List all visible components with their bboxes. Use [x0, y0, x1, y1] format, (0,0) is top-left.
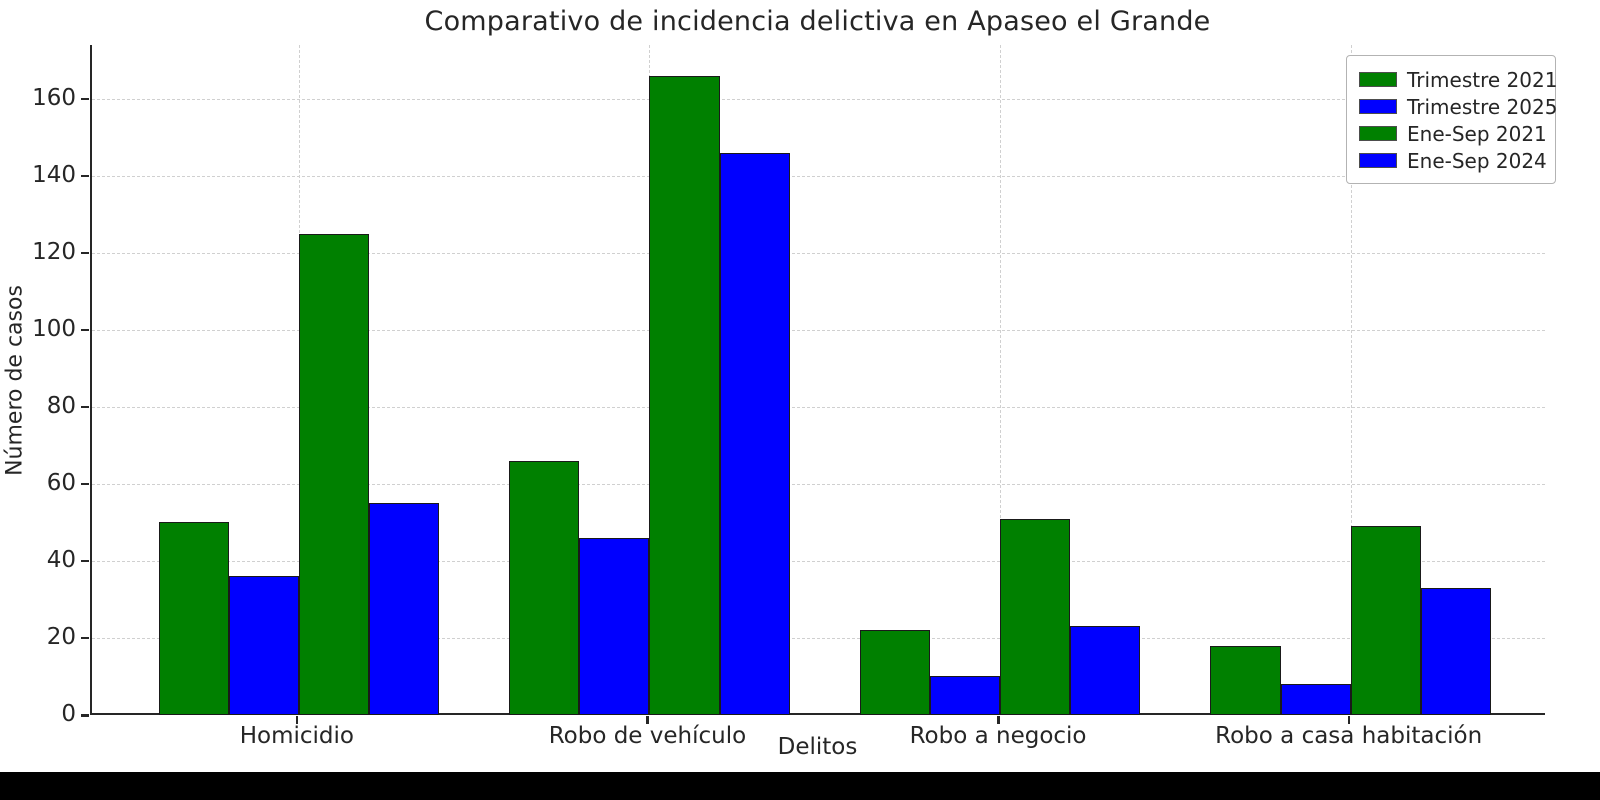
- bar-trimestre-2021-3: [1210, 645, 1281, 715]
- y-tick-label: 120: [32, 238, 76, 265]
- bar-ene-sep-2021-2: [1000, 518, 1071, 715]
- bar-ene-sep-2024-0: [368, 503, 440, 715]
- bar-ene-sep-2024-2: [1070, 626, 1141, 715]
- y-tick-mark: [81, 559, 89, 563]
- y-tick-mark: [81, 482, 89, 486]
- bar-ene-sep-2024-3: [1420, 587, 1491, 715]
- legend-label: Ene-Sep 2021: [1407, 121, 1547, 146]
- legend-label: Ene-Sep 2024: [1407, 148, 1547, 173]
- y-tick-label: 40: [46, 546, 76, 573]
- x-tick-mark: [295, 716, 299, 724]
- y-tick-label: 0: [61, 701, 76, 727]
- bar-trimestre-2025-3: [1280, 684, 1351, 715]
- y-tick-mark: [81, 251, 89, 255]
- legend-label: Trimestre 2021: [1407, 67, 1558, 92]
- bar-ene-sep-2021-0: [298, 233, 369, 715]
- bar-trimestre-2025-0: [228, 576, 299, 715]
- legend-item: Trimestre 2021: [1359, 66, 1557, 93]
- x-tick-label: Robo a negocio: [909, 723, 1087, 749]
- x-tick-mark: [646, 716, 649, 724]
- gridline-vertical: [1350, 45, 1352, 713]
- legend-swatch-icon: [1359, 126, 1397, 141]
- chart-figure: Comparativo de incidencia delictiva en A…: [2, 6, 1558, 760]
- legend: Trimestre 2021 Trimestre 2025 Ene-Sep 2021…: [1346, 55, 1557, 184]
- y-tick-label: 80: [46, 392, 76, 419]
- bar-trimestre-2021-1: [509, 460, 580, 715]
- gridline-horizontal: [92, 637, 1545, 639]
- x-axis-label: Delitos: [777, 734, 858, 760]
- x-tick-label: Homicidio: [239, 723, 354, 749]
- y-tick-label: 140: [32, 161, 76, 188]
- y-tick-label: 60: [46, 469, 76, 496]
- gridline-horizontal: [92, 252, 1545, 254]
- gridline-horizontal: [92, 98, 1545, 100]
- gridline-horizontal: [92, 329, 1545, 331]
- gridline-vertical: [1000, 45, 1002, 713]
- chart-title: Comparativo de incidencia delictiva en A…: [424, 6, 1211, 37]
- y-tick-label: 160: [32, 84, 76, 111]
- y-tick-mark: [81, 636, 89, 640]
- bottom-bar: [0, 772, 1600, 800]
- gridline-horizontal: [92, 483, 1545, 485]
- bar-trimestre-2025-1: [579, 537, 650, 715]
- y-tick-label: 100: [32, 315, 76, 342]
- legend-swatch-icon: [1359, 99, 1397, 114]
- bar-trimestre-2025-2: [929, 676, 1001, 715]
- bar-trimestre-2021-2: [859, 630, 930, 715]
- y-tick-mark: [81, 97, 89, 101]
- gridline-horizontal: [92, 560, 1545, 562]
- bar-ene-sep-2024-1: [719, 152, 790, 715]
- gridline-horizontal: [92, 406, 1545, 408]
- legend-swatch-icon: [1359, 72, 1397, 87]
- plot-area: [90, 45, 1545, 715]
- y-tick-mark: [81, 328, 89, 332]
- x-tick-label: Robo a casa habitación: [1215, 723, 1483, 749]
- y-tick-label: 20: [46, 623, 76, 650]
- x-tick-mark: [997, 716, 1000, 724]
- legend-item: Ene-Sep 2021: [1359, 120, 1547, 147]
- legend-item: Trimestre 2025: [1359, 93, 1557, 120]
- bar-ene-sep-2021-3: [1350, 526, 1421, 715]
- y-tick-mark: [81, 714, 89, 717]
- y-tick-mark: [81, 405, 89, 409]
- x-tick-label: Robo de vehículo: [548, 723, 747, 749]
- bar-trimestre-2021-0: [158, 522, 229, 715]
- legend-label: Trimestre 2025: [1407, 94, 1558, 119]
- bar-ene-sep-2021-1: [649, 75, 720, 715]
- gridline-horizontal: [92, 175, 1545, 177]
- legend-item: Ene-Sep 2024: [1359, 147, 1547, 174]
- legend-swatch-icon: [1359, 153, 1397, 168]
- x-tick-mark: [1347, 716, 1351, 724]
- y-tick-mark: [81, 174, 89, 178]
